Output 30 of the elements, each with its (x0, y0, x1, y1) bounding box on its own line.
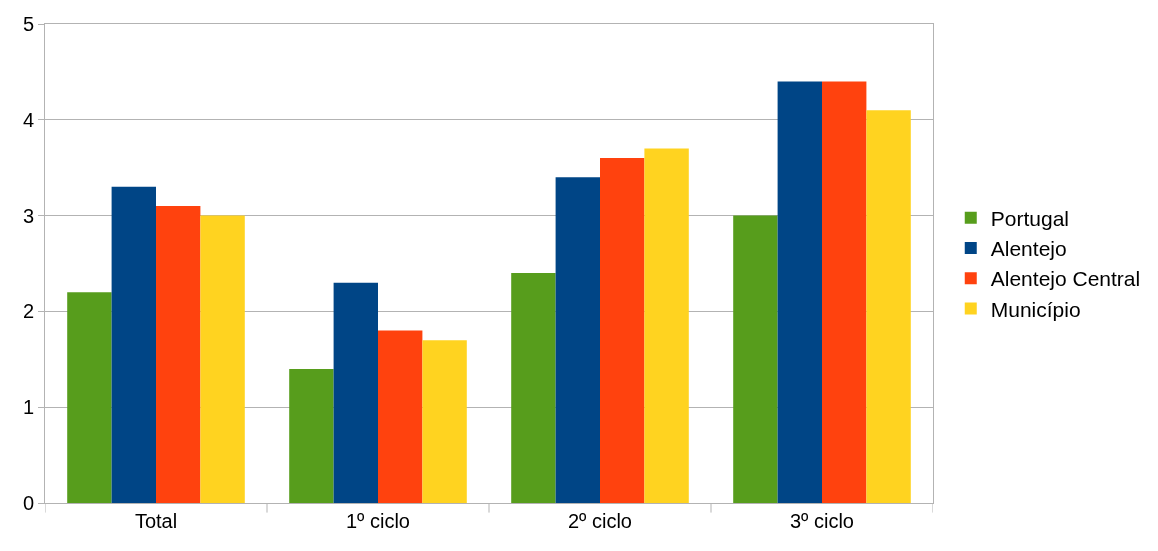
bar (333, 282, 378, 503)
bar (733, 215, 778, 503)
bar (777, 81, 822, 503)
y-tick-label: 4 (22, 108, 34, 131)
legend-label: Alentejo (990, 237, 1067, 261)
y-tick-label: 0 (22, 492, 34, 514)
bar (511, 273, 556, 503)
legend-label: Portugal (990, 206, 1069, 230)
bar (822, 81, 867, 503)
bar (67, 292, 112, 503)
bar (555, 177, 600, 503)
bar (600, 158, 645, 503)
bar (289, 368, 334, 503)
y-tick-label: 1 (22, 396, 34, 419)
bar (644, 148, 689, 503)
legend-label: Município (990, 297, 1081, 321)
bar (378, 330, 423, 503)
y-tick-label: 2 (22, 300, 34, 323)
x-tick-label: 2º ciclo (568, 510, 632, 532)
bar (866, 110, 911, 503)
bar (200, 215, 245, 503)
bar (156, 206, 201, 503)
x-tick-label: Total (134, 510, 178, 532)
y-tick-label: 3 (22, 204, 34, 227)
y-tick-label: 5 (22, 13, 34, 35)
x-tick-label: 3º ciclo (790, 510, 854, 532)
bar (111, 186, 156, 503)
legend-label: Alentejo Central (990, 267, 1141, 291)
bar (422, 340, 467, 503)
x-tick-label: 1º ciclo (346, 510, 410, 532)
